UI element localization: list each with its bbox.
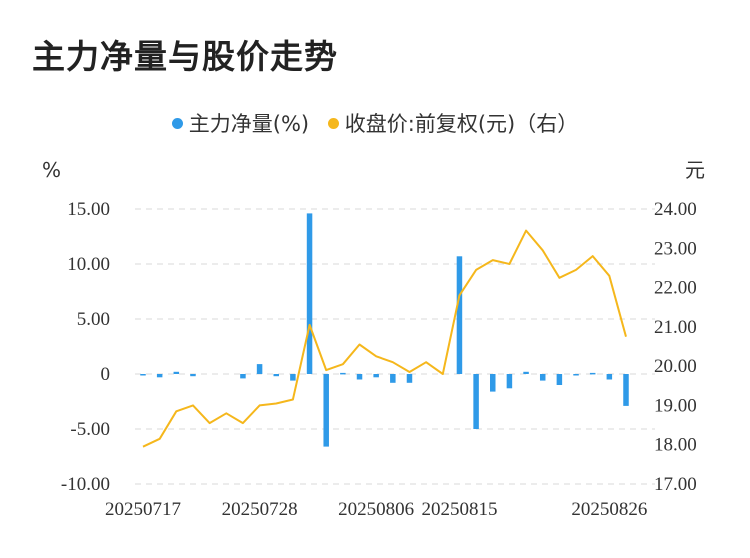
bar <box>323 374 329 447</box>
x-tick-label: 20250717 <box>105 499 181 520</box>
x-tick-label: 20250806 <box>338 499 414 520</box>
bar <box>573 374 579 376</box>
left-tick-label: -5.00 <box>70 419 110 440</box>
right-tick-label: 18.00 <box>654 435 697 456</box>
legend-line-label: 收盘价:前复权(元)（右） <box>344 112 579 136</box>
bar <box>589 372 596 375</box>
bar <box>473 374 479 429</box>
bar <box>156 374 163 378</box>
legend-bar-marker <box>171 117 183 129</box>
price-line <box>142 229 627 448</box>
bar <box>240 374 246 379</box>
bar <box>173 371 180 374</box>
right-tick-label: 20.00 <box>654 356 697 377</box>
bar <box>456 256 463 374</box>
right-tick-label: 19.00 <box>654 395 697 416</box>
left-axis-unit: % <box>42 158 61 182</box>
bar <box>373 374 379 378</box>
bar <box>356 374 363 380</box>
bar <box>606 374 613 380</box>
right-tick-label: 21.00 <box>654 317 697 338</box>
right-tick-label: 23.00 <box>654 238 697 259</box>
x-tick-label: 20250826 <box>571 499 647 520</box>
x-tick-label: 20250728 <box>222 499 298 520</box>
bar <box>390 374 396 383</box>
legend-item-line[interactable]: 收盘价:前复权(元)（右） <box>327 108 579 138</box>
bar <box>406 374 413 383</box>
bar <box>256 364 263 374</box>
bar <box>490 374 496 392</box>
legend-item-bar[interactable]: 主力净量(%) <box>171 108 310 138</box>
bar <box>506 374 513 389</box>
right-tick-label: 22.00 <box>654 278 697 299</box>
bar <box>556 374 563 385</box>
bar <box>306 213 313 374</box>
right-axis-unit: 元 <box>685 158 705 182</box>
bar <box>140 374 146 376</box>
bar <box>290 374 296 381</box>
left-tick-label: 0 <box>101 364 111 385</box>
chart-title: 主力净量与股价走势 <box>32 37 338 76</box>
legend: 主力净量(%) 收盘价:前复权(元)（右） <box>0 108 750 138</box>
legend-bar-label: 主力净量(%) <box>188 112 310 136</box>
bar <box>340 372 346 375</box>
bar <box>190 374 196 377</box>
bar <box>623 374 629 406</box>
right-tick-label: 17.00 <box>654 474 697 495</box>
right-tick-label: 24.00 <box>654 199 697 220</box>
legend-line-marker <box>327 117 339 129</box>
bar <box>273 374 279 377</box>
left-tick-label: -10.00 <box>61 474 110 495</box>
left-tick-label: 10.00 <box>67 254 110 275</box>
bar <box>539 374 546 381</box>
left-tick-label: 15.00 <box>67 199 110 220</box>
x-tick-label: 20250815 <box>421 499 497 520</box>
bar <box>523 371 529 374</box>
left-tick-label: 5.00 <box>77 309 110 330</box>
